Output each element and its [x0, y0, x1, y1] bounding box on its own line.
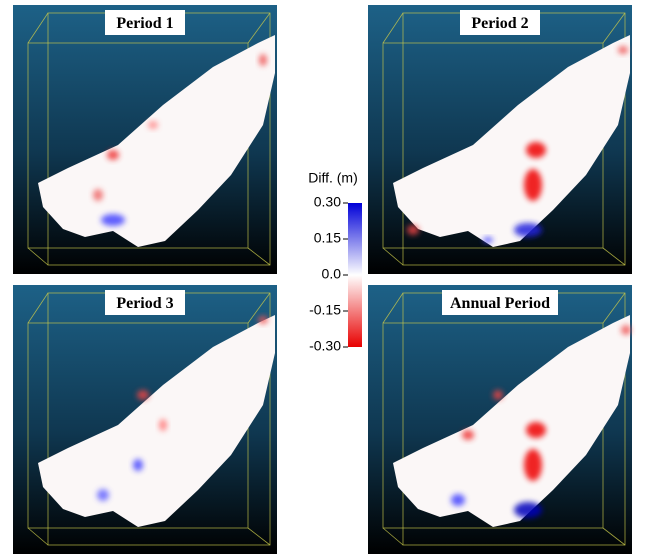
- change-spot: [101, 214, 125, 226]
- change-spot: [259, 54, 267, 66]
- change-spot: [451, 494, 465, 506]
- change-spot: [159, 419, 167, 431]
- panel: Period 2: [368, 5, 632, 274]
- change-spot: [526, 422, 546, 438]
- change-spot: [514, 502, 542, 518]
- change-spot: [407, 225, 419, 235]
- change-spot: [462, 430, 474, 440]
- change-spot: [621, 325, 631, 335]
- panel-title: Period 2: [471, 15, 528, 32]
- change-spot: [483, 237, 493, 243]
- change-spot: [148, 121, 158, 129]
- colorbar-tick-label: -0.30: [309, 338, 341, 354]
- change-spot: [618, 46, 628, 54]
- change-spot: [97, 489, 109, 501]
- panel: Annual Period: [368, 285, 632, 554]
- panel-title: Annual Period: [450, 295, 550, 312]
- colorbar-tick-label: 0.15: [314, 230, 341, 246]
- colorbar-tick-label: -0.15: [309, 302, 341, 318]
- colorbar: [348, 203, 362, 347]
- panel-title: Period 1: [116, 15, 173, 32]
- change-spot: [514, 223, 542, 237]
- panel: Period 3: [13, 285, 277, 554]
- change-spot: [526, 142, 546, 158]
- change-spot: [107, 150, 119, 160]
- panel-title: Period 3: [116, 295, 173, 312]
- change-spot: [133, 459, 143, 471]
- panel: Period 1: [13, 5, 277, 274]
- colorbar-tick-label: 0.0: [322, 266, 342, 282]
- change-spot: [137, 390, 149, 400]
- change-spot: [93, 189, 103, 201]
- change-spot: [524, 449, 542, 481]
- figure: Diff. (m) Period 1 Period 2 Period 3 Annual…: [0, 0, 654, 556]
- change-spot: [258, 316, 268, 324]
- colorbar-title: Diff. (m): [308, 170, 358, 186]
- change-spot: [493, 390, 503, 400]
- change-spot: [524, 169, 542, 201]
- colorbar-tick-label: 0.30: [314, 194, 341, 210]
